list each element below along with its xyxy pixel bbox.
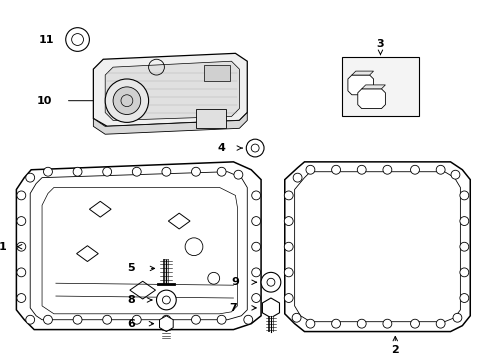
Text: 1: 1: [0, 242, 6, 252]
Circle shape: [435, 319, 444, 328]
Polygon shape: [357, 89, 385, 109]
Circle shape: [191, 167, 200, 176]
Circle shape: [156, 290, 176, 310]
Circle shape: [251, 217, 260, 225]
Text: 10: 10: [37, 96, 52, 106]
Polygon shape: [351, 71, 373, 75]
Circle shape: [382, 319, 391, 328]
Circle shape: [132, 315, 141, 324]
Text: 4: 4: [217, 143, 225, 153]
Text: 6: 6: [127, 319, 135, 329]
Circle shape: [459, 293, 468, 302]
Circle shape: [435, 165, 444, 174]
Circle shape: [17, 293, 26, 302]
Circle shape: [410, 319, 419, 328]
Circle shape: [162, 315, 170, 324]
Circle shape: [410, 165, 419, 174]
Circle shape: [292, 173, 302, 182]
Circle shape: [331, 165, 340, 174]
Circle shape: [72, 33, 83, 45]
Circle shape: [17, 217, 26, 225]
Circle shape: [132, 167, 141, 176]
Circle shape: [244, 315, 252, 324]
Circle shape: [43, 167, 52, 176]
Polygon shape: [93, 113, 247, 134]
Circle shape: [251, 268, 260, 277]
Bar: [203, 65, 229, 81]
Text: 9: 9: [231, 277, 239, 287]
Polygon shape: [93, 53, 247, 126]
Circle shape: [17, 268, 26, 277]
Circle shape: [251, 293, 260, 302]
Polygon shape: [105, 61, 239, 121]
Polygon shape: [17, 162, 261, 330]
Polygon shape: [284, 162, 469, 332]
Circle shape: [251, 191, 260, 200]
Circle shape: [246, 139, 264, 157]
Text: 5: 5: [127, 264, 135, 273]
Circle shape: [162, 296, 170, 304]
Circle shape: [43, 315, 52, 324]
Text: 2: 2: [390, 345, 398, 355]
Circle shape: [459, 268, 468, 277]
Circle shape: [357, 165, 366, 174]
Circle shape: [251, 242, 260, 251]
Circle shape: [26, 315, 35, 324]
Circle shape: [17, 242, 26, 251]
Circle shape: [102, 167, 111, 176]
Circle shape: [459, 217, 468, 225]
Circle shape: [162, 167, 170, 176]
Circle shape: [284, 293, 292, 302]
Circle shape: [73, 167, 82, 176]
Circle shape: [284, 268, 292, 277]
Bar: [196, 109, 225, 128]
Circle shape: [266, 278, 274, 286]
Circle shape: [102, 315, 111, 324]
Circle shape: [331, 319, 340, 328]
Circle shape: [26, 173, 35, 182]
Circle shape: [284, 217, 292, 225]
Circle shape: [65, 28, 89, 51]
Circle shape: [261, 273, 280, 292]
Circle shape: [357, 319, 366, 328]
Circle shape: [459, 191, 468, 200]
Circle shape: [305, 165, 314, 174]
Circle shape: [284, 191, 292, 200]
Circle shape: [452, 313, 461, 322]
Circle shape: [73, 315, 82, 324]
Circle shape: [291, 313, 301, 322]
Circle shape: [305, 319, 314, 328]
Circle shape: [191, 315, 200, 324]
Circle shape: [450, 170, 459, 179]
Polygon shape: [361, 85, 385, 89]
Text: 11: 11: [39, 35, 54, 45]
Text: 7: 7: [229, 303, 237, 313]
Circle shape: [233, 170, 243, 179]
Circle shape: [251, 144, 259, 152]
Text: 3: 3: [376, 39, 384, 49]
Circle shape: [284, 242, 292, 251]
Circle shape: [113, 87, 141, 114]
Circle shape: [17, 191, 26, 200]
Circle shape: [382, 165, 391, 174]
Circle shape: [459, 242, 468, 251]
Circle shape: [105, 79, 148, 122]
Circle shape: [217, 315, 225, 324]
Circle shape: [217, 167, 225, 176]
Text: 8: 8: [127, 295, 135, 305]
Polygon shape: [347, 75, 373, 95]
Bar: [341, 57, 418, 117]
